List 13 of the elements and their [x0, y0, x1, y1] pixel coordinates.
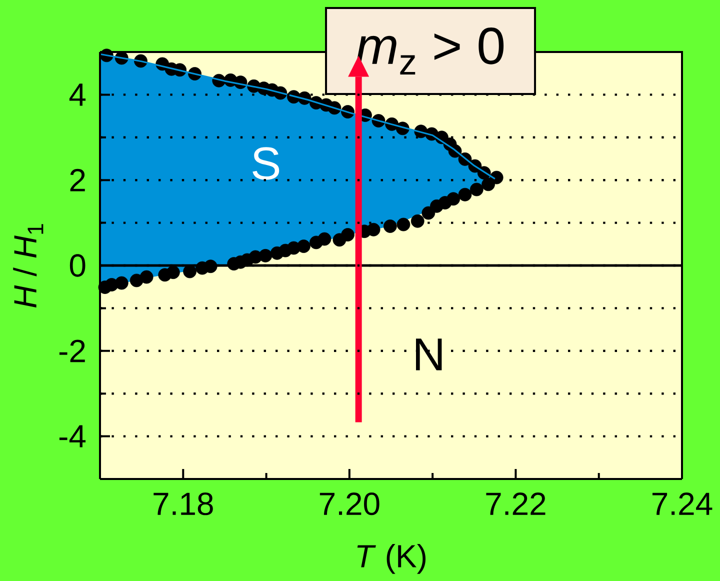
y-tick-label: 2	[70, 168, 85, 192]
annotation: N	[416, 338, 442, 370]
y-tick-label: -2	[59, 340, 85, 362]
y-tick-label: 4	[69, 84, 86, 106]
annotation: S	[252, 147, 280, 180]
x-tick-label: 7.18	[154, 492, 213, 516]
x-axis-title: T (K)	[357, 544, 426, 574]
x-tick-label: 7.24	[652, 492, 712, 515]
x-tick-label: 7.20	[320, 492, 380, 516]
y-tick-label: -4	[59, 425, 86, 448]
y-tick-label: 0	[70, 254, 86, 277]
x-tick-label: 7.22	[486, 492, 546, 515]
y-axis-title: H / H$_{1}$	[13, 224, 44, 308]
